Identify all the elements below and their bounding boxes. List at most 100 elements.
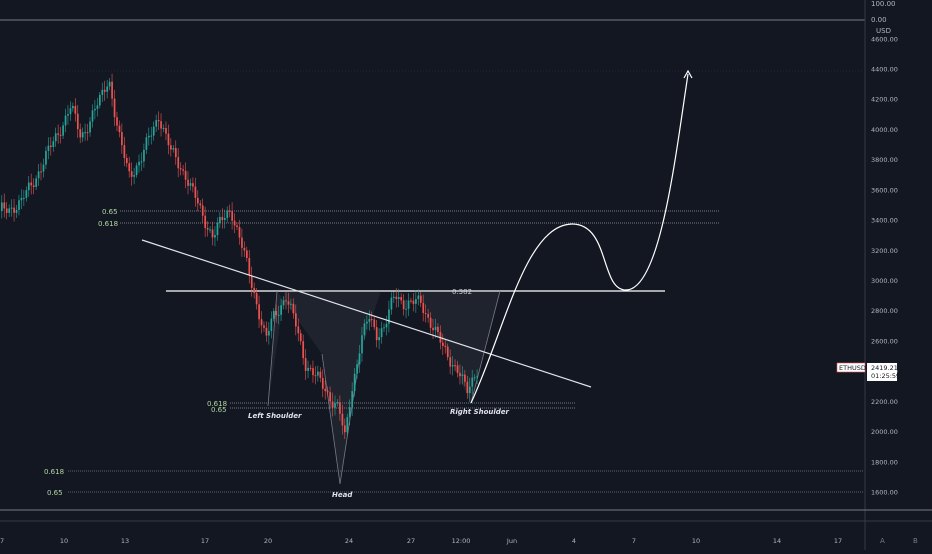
time-tick-label: 10: [692, 537, 700, 545]
candle-body: [42, 164, 45, 172]
left-shoulder-label: Left Shoulder: [248, 412, 302, 420]
candle-body: [199, 203, 202, 206]
candle-body: [81, 132, 84, 138]
candle-body: [434, 326, 437, 331]
time-tick-label: 10: [60, 537, 68, 545]
corner-label-b[interactable]: B: [913, 537, 918, 545]
candle-body: [228, 210, 231, 212]
candle-body: [35, 178, 37, 187]
candle-body: [10, 207, 13, 209]
candle-body: [37, 171, 40, 179]
candle-body: [101, 89, 104, 95]
candle-body: [263, 325, 265, 328]
candle-body: [204, 215, 207, 228]
price-tick-label: 1800.00: [871, 458, 898, 466]
candle-body: [422, 302, 425, 314]
candle-body: [246, 250, 248, 258]
price-tick-label: 2600.00: [871, 337, 898, 345]
candle-body: [466, 381, 469, 394]
candle-body: [8, 208, 11, 213]
corner-label-a[interactable]: A: [880, 537, 885, 545]
fib-label-0618-mid: 0.618: [207, 400, 227, 408]
candle-body: [302, 341, 305, 359]
candle-body: [219, 216, 221, 224]
fib-label-0618-lower: 0.618: [44, 468, 64, 476]
candle-body: [248, 257, 251, 276]
candle-body: [184, 170, 187, 180]
candle-body: [415, 299, 417, 304]
candle-body: [177, 157, 180, 169]
candle-body: [282, 300, 285, 306]
candle-body: [221, 216, 224, 221]
candle-body: [69, 108, 72, 115]
candle-body: [314, 375, 317, 377]
candle-body: [111, 81, 113, 99]
time-axis: 7 10 13 17 20 24 27 12:00 Jun 4 7 10 14 17: [0, 537, 842, 545]
candle-body: [15, 209, 18, 213]
candle-body: [241, 237, 243, 248]
candle-body: [287, 301, 290, 305]
candle-body: [344, 425, 346, 433]
candle-body: [444, 345, 447, 347]
candle-body: [214, 235, 216, 238]
candle-body: [130, 171, 133, 177]
candle-body: [346, 417, 349, 433]
candle-body: [393, 296, 395, 298]
candle-body: [290, 303, 292, 305]
candle-body: [390, 297, 393, 310]
projection-curve[interactable]: [470, 73, 689, 404]
candle-body: [118, 125, 121, 133]
price-tick-label: 3400.00: [871, 217, 898, 225]
candle-body: [268, 331, 270, 336]
fib-label-0382: 0.382: [452, 288, 472, 296]
candle-body: [449, 357, 452, 367]
price-tick-label: 2000.00: [871, 428, 898, 436]
candle-body: [464, 374, 466, 382]
candle-body: [150, 135, 153, 137]
candle-body: [321, 377, 324, 389]
candle-body: [361, 335, 363, 354]
candle-body: [201, 205, 204, 216]
candle-body: [309, 367, 312, 369]
candle-body: [211, 229, 214, 238]
time-tick-label: 7: [0, 537, 4, 545]
candle-body: [140, 161, 143, 163]
candle-body: [468, 386, 471, 394]
candle-body: [437, 326, 439, 333]
candle-body: [145, 137, 148, 150]
candle-body: [174, 148, 177, 158]
time-tick-label: 17: [201, 537, 209, 545]
candle-body: [329, 392, 331, 402]
head-label: Head: [332, 491, 353, 499]
time-tick-label: 7: [632, 537, 636, 545]
candle-body: [292, 303, 295, 314]
candle-body: [280, 305, 282, 315]
candle-body: [370, 319, 373, 321]
candle-body: [94, 108, 96, 111]
price-tick-label: 2800.00: [871, 307, 898, 315]
candle-body: [231, 211, 233, 221]
candle-body: [216, 223, 219, 236]
candle-body: [133, 175, 135, 177]
candle-body: [243, 247, 246, 251]
candle-body: [326, 391, 329, 393]
candle-body: [260, 319, 263, 326]
candle-body: [30, 182, 33, 186]
candle-body: [106, 86, 109, 92]
candle-body: [121, 132, 123, 146]
time-tick-label: 14: [773, 537, 781, 545]
candle-body: [64, 115, 67, 126]
candle-body: [162, 127, 165, 129]
candle-body: [25, 190, 28, 198]
candle-body: [52, 141, 55, 147]
candle-body: [375, 327, 378, 341]
candles-layer: [1, 73, 478, 440]
candle-body: [353, 373, 356, 392]
descending-trendline[interactable]: [141, 239, 592, 388]
candle-body: [172, 148, 175, 150]
indicator-pane: 100.00 0.00: [0, 0, 896, 24]
candle-body: [86, 132, 89, 134]
